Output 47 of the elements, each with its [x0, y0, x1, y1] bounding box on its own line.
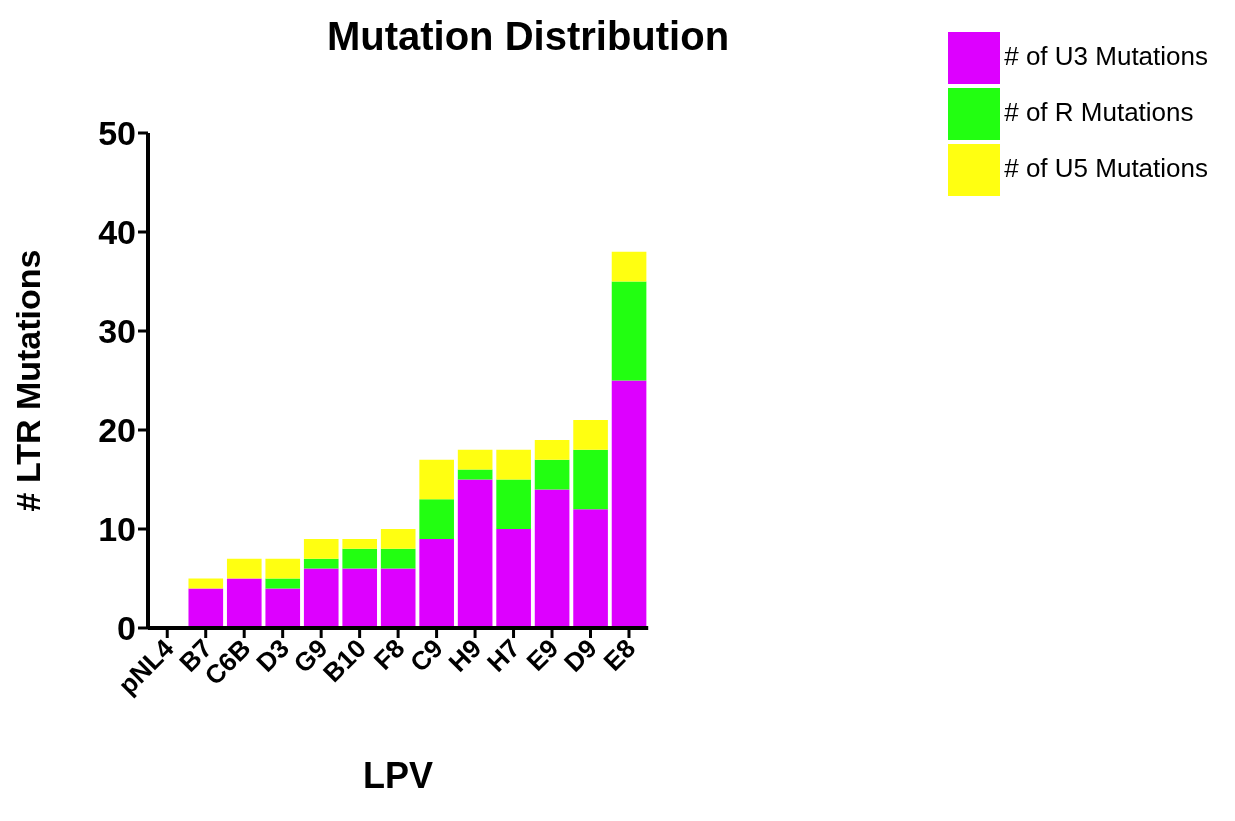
bar — [342, 538, 378, 549]
bar — [265, 588, 301, 628]
bar — [303, 558, 339, 569]
bar — [226, 558, 262, 579]
y-tick-label: 50 — [98, 114, 136, 153]
legend-label: # of R Mutations — [1004, 97, 1194, 128]
bar — [188, 588, 224, 628]
bar — [534, 459, 570, 490]
bar — [380, 548, 416, 569]
bar — [496, 449, 531, 480]
y-tick-label: 0 — [117, 609, 136, 648]
chart-title: Mutation Distribution — [326, 14, 730, 58]
bar — [419, 538, 454, 628]
y-tick-label: 10 — [98, 510, 136, 549]
bar — [457, 469, 493, 480]
x-tick-label: D3 — [250, 633, 295, 678]
bar — [611, 251, 647, 282]
bar — [303, 568, 339, 628]
y-tick-label: 20 — [98, 411, 136, 450]
y-axis-title: # LTR Mutations — [9, 249, 48, 512]
bar — [342, 548, 378, 569]
bar — [419, 499, 454, 539]
bar — [419, 459, 454, 500]
bar — [496, 529, 531, 628]
bar — [534, 489, 570, 628]
bar — [573, 509, 608, 628]
bar — [496, 479, 531, 529]
legend-label: # of U3 Mutations — [1004, 41, 1208, 71]
bar — [380, 529, 416, 549]
bar — [265, 578, 301, 589]
bar — [534, 439, 570, 460]
bar — [611, 281, 647, 381]
bar — [380, 568, 416, 628]
bar — [188, 578, 224, 589]
bar — [573, 420, 608, 450]
legend-label: # of U5 Mutations — [1004, 153, 1208, 184]
bar — [573, 449, 608, 510]
bar — [611, 380, 647, 628]
y-tick-label: 40 — [98, 213, 136, 252]
x-axis-title: LPV — [363, 755, 434, 796]
bar — [342, 568, 378, 628]
bar — [265, 558, 301, 579]
bar — [457, 449, 493, 470]
bar — [457, 479, 493, 628]
bar — [226, 578, 262, 628]
y-tick-label: 30 — [98, 312, 136, 351]
bar — [303, 538, 339, 559]
